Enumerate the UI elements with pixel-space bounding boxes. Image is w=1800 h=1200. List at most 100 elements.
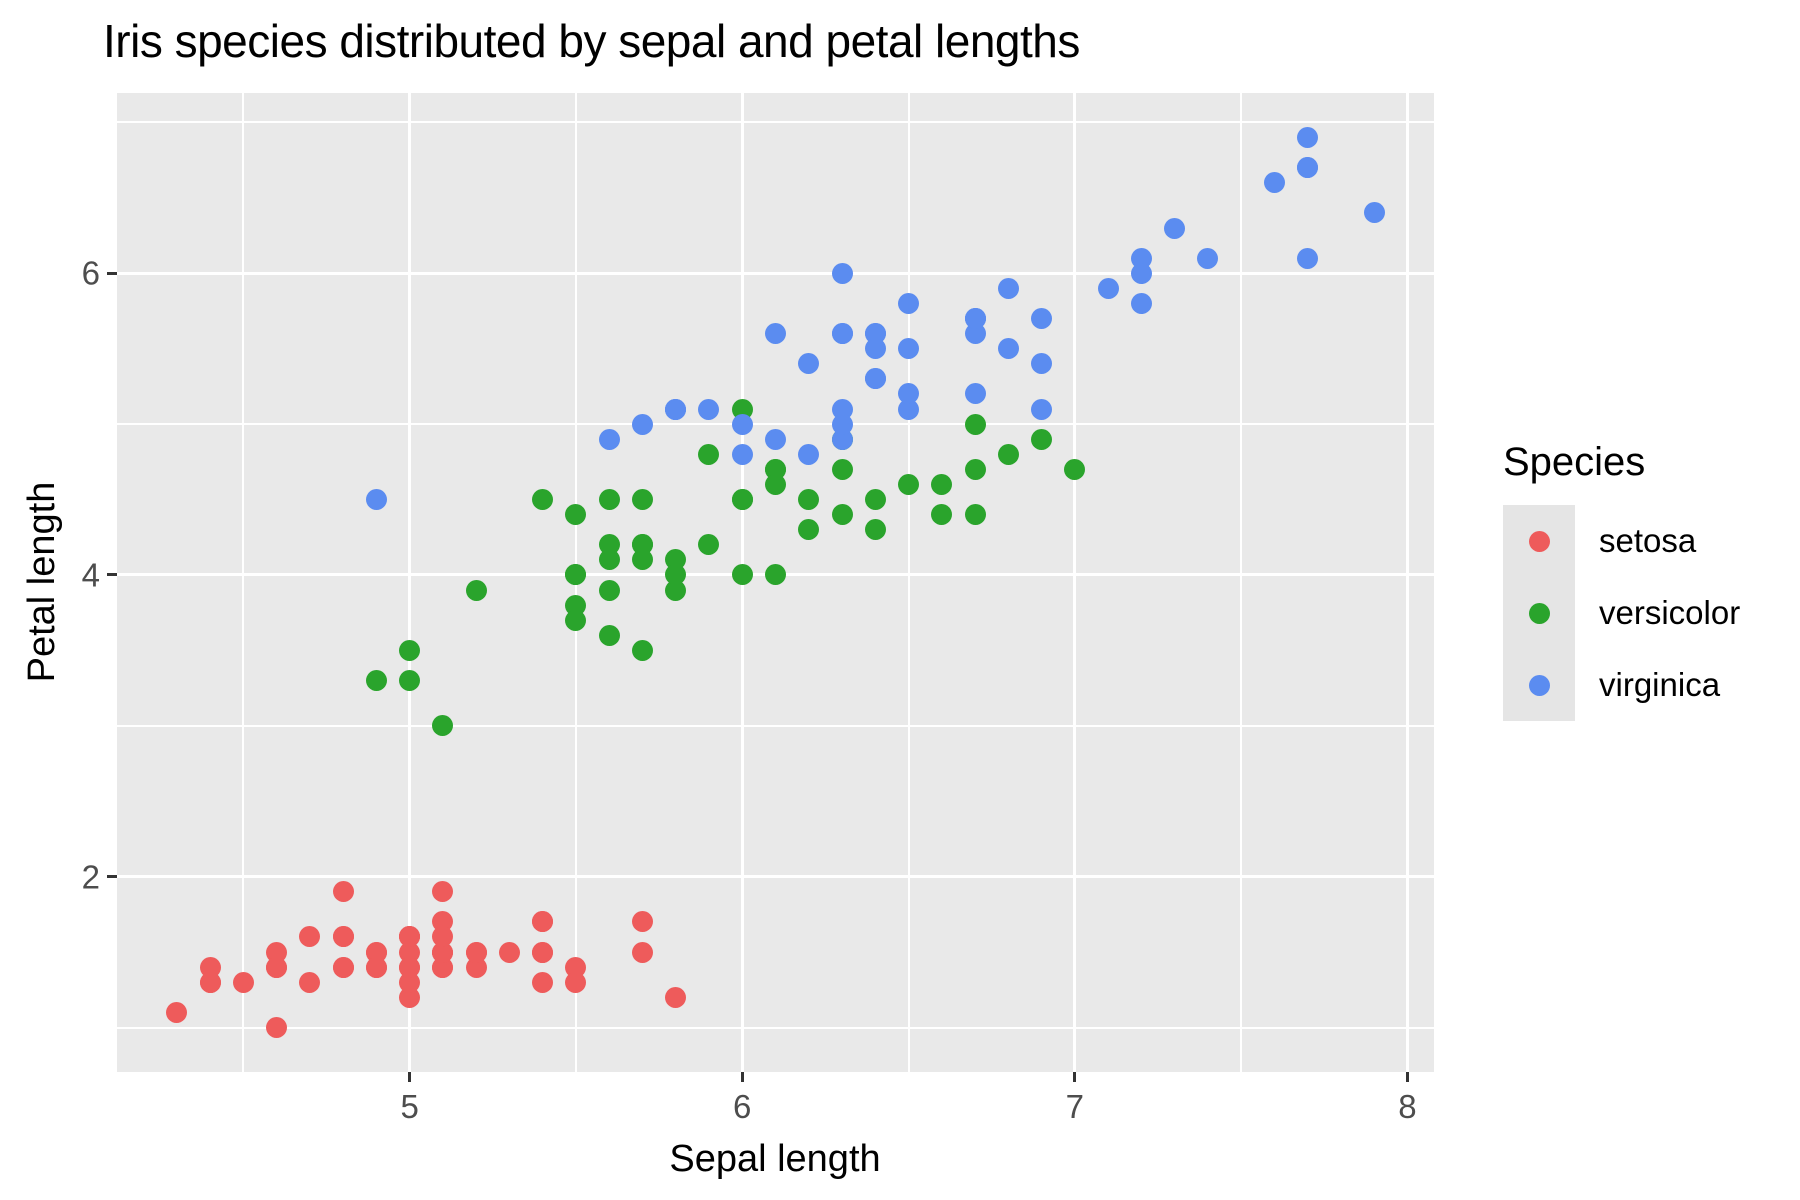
data-point-virginica [898,398,920,420]
data-point-versicolor [964,504,986,526]
data-point-versicolor [598,549,620,571]
data-point-versicolor [765,564,786,586]
data-point-versicolor [798,519,820,541]
y-gridline-minor [117,1026,1434,1029]
data-point-setosa [266,956,288,978]
data-point-versicolor [864,489,886,511]
legend-label: setosa [1599,522,1697,559]
data-point-setosa [532,941,554,963]
x-gridline-minor [242,93,245,1072]
legend-swatch-box [1503,577,1575,649]
data-point-virginica [831,413,853,435]
data-point-setosa [266,1017,288,1038]
data-point-setosa [498,941,520,963]
data-point-virginica [698,398,720,420]
data-point-versicolor [698,534,720,556]
data-point-versicolor [765,473,786,495]
data-point-virginica [765,428,786,450]
data-point-versicolor [598,534,620,556]
data-point-virginica [898,338,920,360]
data-point-versicolor [631,639,653,661]
legend-label: versicolor [1599,594,1741,631]
legend-title: Species [1503,440,1646,484]
data-point-virginica [1097,277,1119,299]
chart-title: Iris species distributed by sepal and pe… [103,15,1080,67]
y-axis-tick-label: 6 [81,254,100,292]
legend-key-versicolor: versicolor [1503,577,1740,649]
data-point-virginica [1297,157,1319,179]
data-point-versicolor [831,458,853,480]
data-point-versicolor [432,715,454,737]
y-axis-tick [107,271,117,275]
data-point-versicolor [631,489,653,511]
data-point-versicolor [598,624,620,646]
y-axis-tick [107,573,117,577]
y-axis-tick-label: 2 [81,858,100,896]
data-point-setosa [332,956,354,978]
data-point-versicolor [665,579,687,601]
data-point-setosa [432,926,454,948]
data-point-virginica [864,338,886,360]
data-point-virginica [1263,172,1285,194]
data-point-setosa [565,971,587,993]
data-point-virginica [665,398,687,420]
data-point-setosa [532,971,554,993]
legend-key-column: setosa versicolor virginica [1503,505,1740,721]
legend-label: virginica [1599,666,1721,703]
x-gridline-major [1073,93,1077,1072]
data-point-virginica [1031,353,1053,375]
legend-swatch-dot-setosa [1528,530,1550,552]
data-point-virginica [1130,262,1152,284]
data-point-virginica [598,428,620,450]
legend-swatch-dot-virginica [1528,674,1550,696]
data-point-setosa [332,926,354,948]
data-point-versicolor [1031,428,1053,450]
data-point-versicolor [931,504,953,526]
data-point-virginica [898,292,920,314]
legend-key-setosa: setosa [1503,505,1740,577]
data-point-virginica [1297,127,1319,148]
data-point-virginica [798,353,820,375]
data-point-setosa [365,956,387,978]
data-point-setosa [631,941,653,963]
data-point-setosa [432,941,454,963]
data-point-virginica [765,323,786,345]
data-point-virginica [898,383,920,405]
legend-key-virginica: virginica [1503,649,1740,721]
data-point-versicolor [465,579,487,601]
data-point-virginica [831,428,853,450]
data-point-virginica [831,323,853,345]
data-point-virginica [964,308,986,330]
data-point-virginica [731,443,753,465]
y-axis-title: Petal length [21,481,63,683]
data-point-versicolor [698,443,720,465]
legend-swatch-dot-versicolor [1528,602,1550,624]
data-point-virginica [1130,292,1152,314]
data-point-setosa [432,881,454,903]
x-axis-tick-label: 7 [1065,1088,1084,1125]
x-axis-tick-label: 8 [1398,1088,1417,1125]
x-gridline-minor [907,93,910,1072]
y-gridline-minor [117,121,1434,124]
y-gridline-major [117,875,1434,879]
data-point-setosa [399,956,421,978]
data-point-virginica [1031,308,1053,330]
x-axis-tick [1073,1072,1077,1082]
data-point-setosa [399,926,421,948]
x-axis-tick [408,1072,412,1082]
x-axis-title: Sepal length [669,1138,881,1180]
data-point-versicolor [931,473,953,495]
data-point-setosa [532,911,554,933]
legend-swatch-box [1503,649,1575,721]
y-gridline-minor [117,423,1434,426]
data-point-virginica [798,443,820,465]
data-point-versicolor [399,670,421,692]
y-axis-tick-label: 4 [81,556,100,594]
y-gridline-minor [117,724,1434,727]
data-point-setosa [299,926,321,948]
data-point-versicolor [898,473,920,495]
data-point-virginica [1363,202,1385,224]
y-axis-tick [107,875,117,879]
data-point-virginica [1031,398,1053,420]
